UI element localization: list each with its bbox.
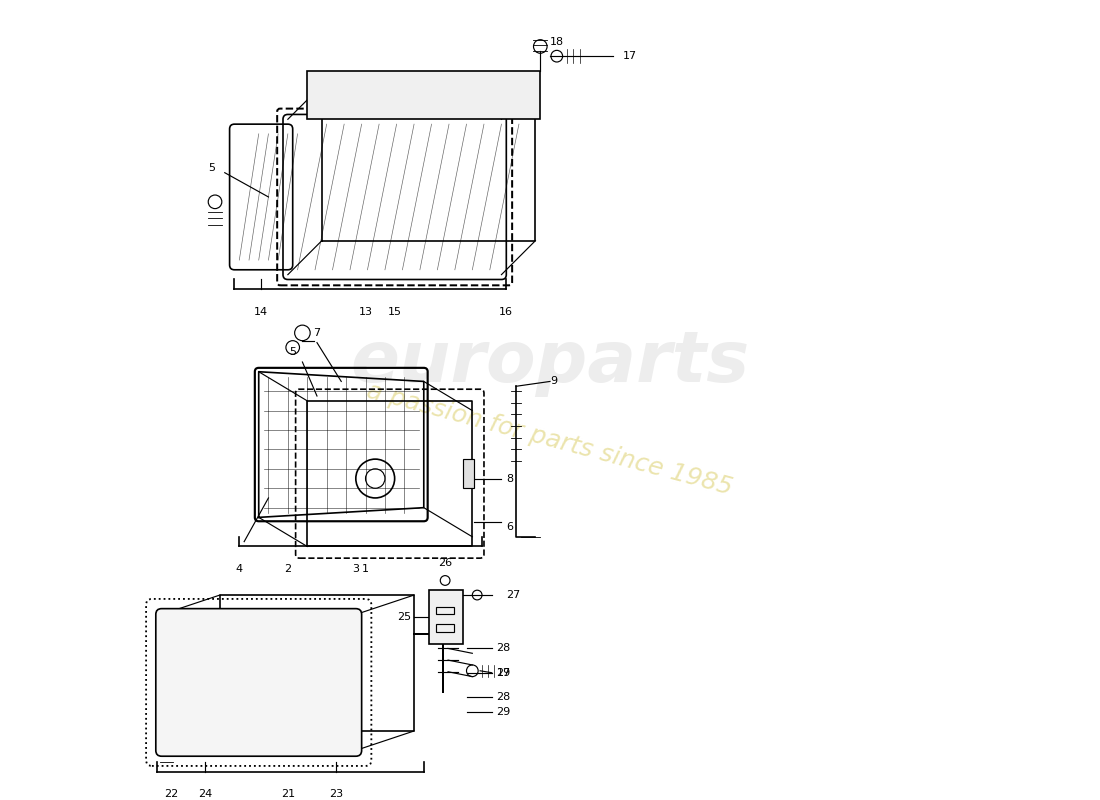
Text: 13: 13 [359, 306, 373, 317]
Text: 16: 16 [499, 306, 514, 317]
FancyBboxPatch shape [156, 609, 362, 756]
Text: 6: 6 [506, 522, 514, 532]
Text: 17: 17 [496, 668, 510, 678]
Text: 8: 8 [506, 474, 514, 483]
Polygon shape [307, 70, 540, 119]
Text: 28: 28 [496, 643, 510, 654]
Text: 14: 14 [254, 306, 268, 317]
Text: 23: 23 [329, 790, 343, 799]
Text: 27: 27 [506, 590, 520, 600]
Bar [429, 590, 463, 643]
Text: 17: 17 [623, 51, 637, 61]
Text: 24: 24 [198, 790, 212, 799]
Text: 7: 7 [314, 328, 320, 338]
Text: 2: 2 [284, 564, 292, 574]
Text: 28: 28 [496, 692, 510, 702]
Text: 4: 4 [235, 564, 243, 574]
Text: 15: 15 [387, 306, 402, 317]
Text: 26: 26 [438, 558, 452, 568]
Text: 29: 29 [496, 706, 510, 717]
Text: 18: 18 [550, 37, 564, 46]
Text: 21: 21 [280, 790, 295, 799]
Text: a passion for parts since 1985: a passion for parts since 1985 [364, 379, 736, 500]
Text: 5: 5 [289, 347, 296, 358]
Text: 9: 9 [550, 377, 557, 386]
Text: 25: 25 [397, 612, 411, 622]
Bar [437, 624, 454, 632]
Text: 29: 29 [496, 668, 510, 678]
Text: 5: 5 [208, 163, 214, 173]
Text: 22: 22 [164, 790, 178, 799]
Bar [463, 459, 474, 488]
Text: 1: 1 [362, 564, 369, 574]
Bar [437, 606, 454, 614]
Text: europarts: europarts [351, 327, 749, 397]
Text: 3: 3 [352, 564, 360, 574]
